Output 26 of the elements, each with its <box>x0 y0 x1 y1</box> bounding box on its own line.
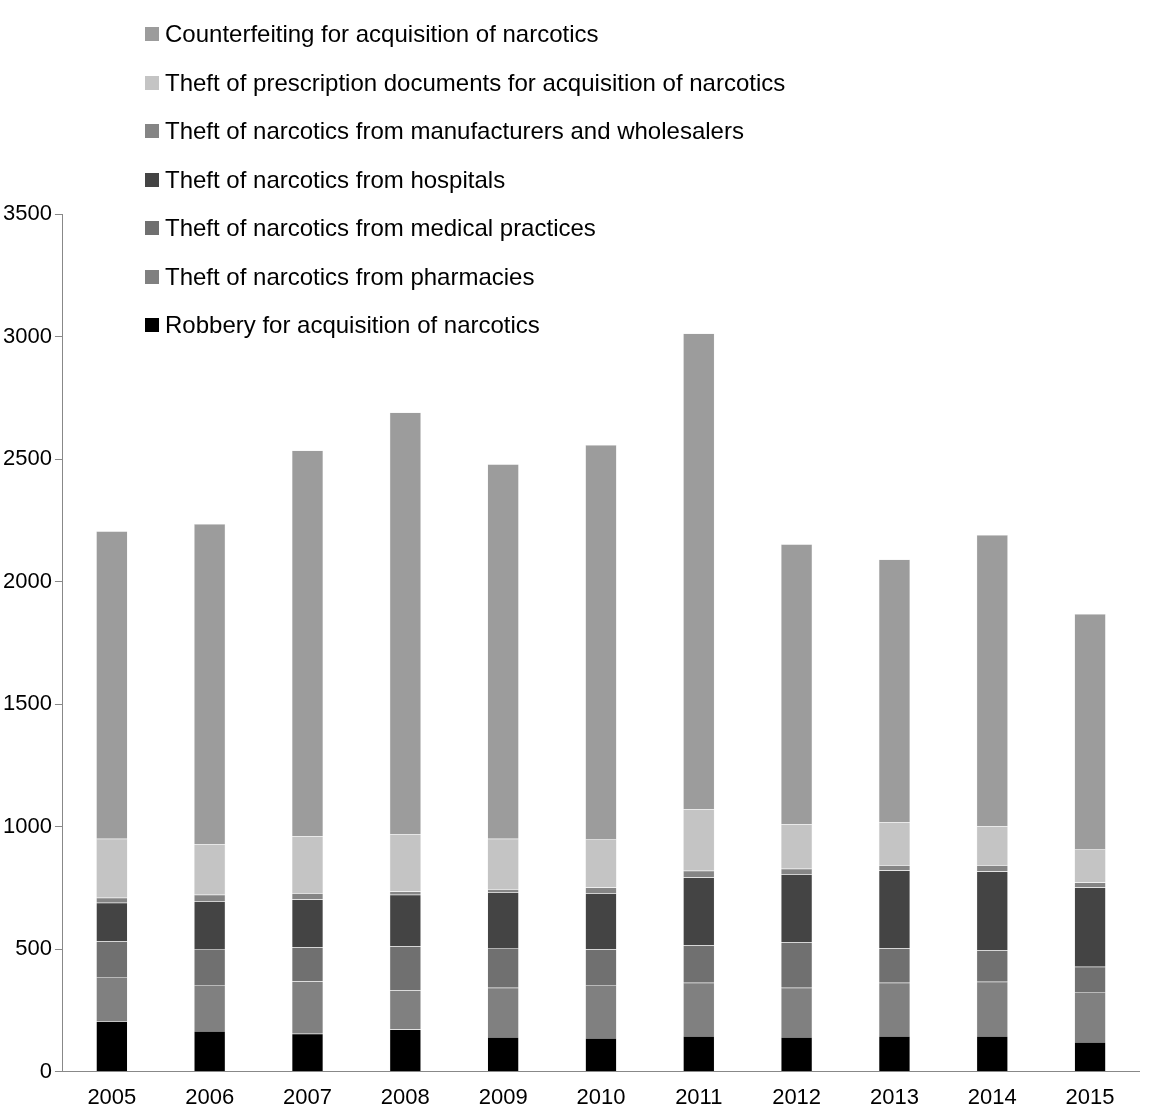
x-tick-label: 2007 <box>283 1083 332 1109</box>
legend-label: Theft of narcotics from pharmacies <box>165 262 535 291</box>
y-tick-label: 1000 <box>2 812 52 838</box>
legend-label: Theft of narcotics from manufacturers and wholesalers <box>165 117 744 146</box>
y-tick-label: 3000 <box>2 322 52 348</box>
y-tick-label: 2000 <box>2 567 52 593</box>
x-tick-label: 2010 <box>576 1083 626 1109</box>
legend-label: Robbery for acquisition of narcotics <box>165 311 540 340</box>
legend-label: Theft of prescription documents for acquisition of narcotics <box>165 68 786 97</box>
y-tick-label: 3500 <box>2 200 52 226</box>
x-tick-label: 2011 <box>675 1083 723 1109</box>
x-tick-label: 2005 <box>87 1083 137 1109</box>
legend-label: Theft of narcotics from hospitals <box>165 165 506 194</box>
x-tick-label: 2013 <box>869 1083 919 1109</box>
x-tick-label: 2009 <box>478 1083 528 1109</box>
x-tick-label: 2012 <box>772 1083 822 1109</box>
y-tick-label: 0 <box>39 1057 52 1083</box>
x-tick-label: 2014 <box>967 1083 1017 1109</box>
x-tick-label: 2006 <box>185 1083 235 1109</box>
y-tick-label: 2500 <box>2 445 52 471</box>
x-tick-label: 2015 <box>1065 1083 1115 1109</box>
y-tick-label: 500 <box>15 935 52 961</box>
x-tick-label: 2008 <box>380 1083 430 1109</box>
legend-label: Counterfeiting for acquisition of narcotics <box>165 20 599 49</box>
legend-label: Theft of narcotics from medical practices <box>165 214 596 243</box>
y-tick-label: 1500 <box>2 690 52 716</box>
